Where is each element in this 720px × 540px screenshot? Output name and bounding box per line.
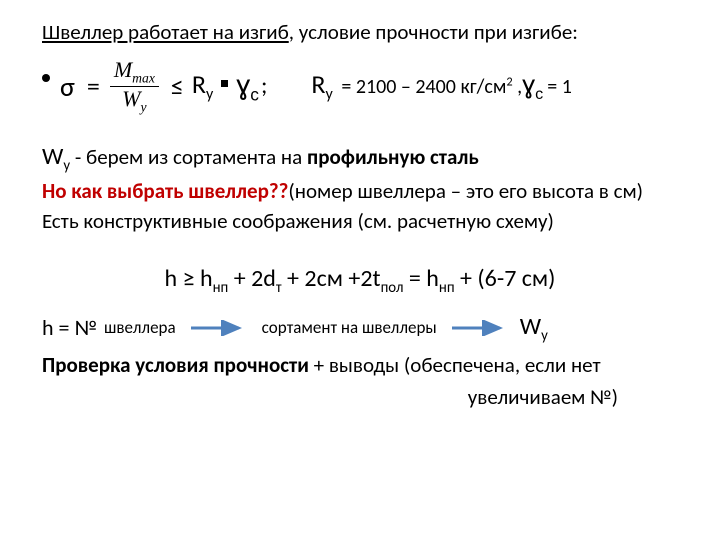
fraction-numerator: Mmax: [110, 58, 159, 87]
sigma-symbol: σ: [60, 68, 75, 106]
check-line: Проверка условия прочности + выводы (обе…: [42, 351, 678, 379]
flow-channel-label: швеллера: [104, 317, 176, 340]
title: Швеллер работает на изгиб, условие прочн…: [42, 18, 678, 46]
h-inequality: h ≥ hнп + 2dт + 2см +2tпол = hнп + (6-7 …: [42, 263, 678, 297]
arrow-icon: [450, 320, 510, 336]
title-underlined: Швеллер работает на изгиб: [42, 19, 289, 45]
semicolon: ;: [261, 70, 267, 102]
flow-wy: Wy: [520, 311, 548, 345]
flow-row: h = № швеллера сортамент на швеллеры Wy: [42, 311, 678, 345]
wy-line: Wy - берем из сортамента на профильную с…: [42, 141, 678, 175]
constructive-line: Есть конструктивные соображения (см. рас…: [42, 207, 678, 235]
check-tail: увеличиваем №): [42, 383, 678, 411]
equals: =: [87, 69, 100, 104]
fraction: Mmax Wy: [110, 58, 159, 114]
multiply-dot-icon: [221, 80, 228, 87]
mid-block: Wy - берем из сортамента на профильную с…: [42, 141, 678, 236]
flow-h-eq: h = №: [42, 313, 97, 343]
title-rest: , условие прочности при изгибе:: [289, 19, 578, 45]
slide: Швеллер работает на изгиб, условие прочн…: [0, 0, 720, 412]
red-question-line: Но как выбрать швеллер??(номер швеллера …: [42, 177, 678, 205]
bullet-icon: [42, 74, 50, 82]
arrow-icon: [189, 320, 249, 336]
R-y: Ry: [192, 67, 213, 106]
le-symbol: ≤: [171, 69, 184, 104]
flow-sortament-label: сортамент на швеллеры: [262, 317, 437, 340]
values-text: Ry = 2100 – 2400 кг/см2 , ɣс = 1: [311, 67, 571, 106]
strength-formula-row: σ = Mmax Wy ≤ Ry ɣс ; Ry = 2100 – 2400 к…: [42, 58, 678, 114]
gamma-c: ɣс: [236, 66, 259, 107]
fraction-denominator: Wy: [110, 87, 159, 115]
